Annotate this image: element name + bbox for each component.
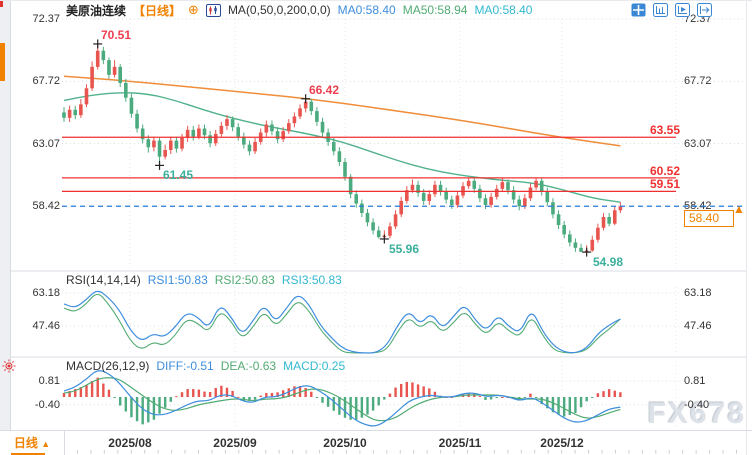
diff-value: DIFF:-0.51 bbox=[156, 359, 214, 373]
y-axis-label: 67.72 bbox=[32, 75, 60, 87]
macd-axis-label: 0.81 bbox=[684, 375, 706, 387]
swing-low-label: 61.45 bbox=[163, 168, 194, 182]
popout-icon[interactable] bbox=[697, 3, 712, 17]
level-label: 63.55 bbox=[649, 123, 680, 137]
level-label: 60.52 bbox=[649, 164, 680, 178]
rsi-axis-label: 47.46 bbox=[684, 320, 712, 332]
rsi3-value: RSI3:50.83 bbox=[281, 273, 342, 287]
target-settings-icon[interactable] bbox=[2, 359, 16, 378]
macd-title: MACD(26,12,9) bbox=[66, 359, 150, 373]
add-indicator-icon[interactable]: ⊕ bbox=[188, 2, 199, 17]
chevron-up-icon: ▲ bbox=[41, 439, 51, 449]
red-top-mark bbox=[0, 1, 3, 7]
scroll-thumb[interactable] bbox=[0, 43, 5, 81]
macd-value: MACD:0.25 bbox=[283, 359, 346, 373]
chart-toolbar bbox=[631, 3, 712, 17]
rsi-title: RSI(14,14,14) bbox=[66, 273, 141, 287]
trend-marker-icon[interactable] bbox=[675, 3, 690, 17]
date-label: 2025/09 bbox=[213, 436, 257, 450]
date-label: 2025/12 bbox=[540, 436, 584, 450]
tab-daily-kline[interactable]: 日线 ▲ bbox=[0, 431, 65, 455]
fx678-watermark: FX678 bbox=[647, 397, 746, 430]
kline-style-icon[interactable] bbox=[205, 3, 221, 17]
swing-high-label: 66.42 bbox=[309, 83, 340, 97]
level-label: 59.51 bbox=[649, 177, 680, 191]
macd-axis-label: 0.81 bbox=[38, 375, 60, 387]
rsi-axis-label: 47.46 bbox=[32, 320, 60, 332]
rsi-axis-label: 63.18 bbox=[684, 287, 712, 299]
indicator-window-icon[interactable] bbox=[653, 3, 668, 17]
rsi2-value: RSI2:50.83 bbox=[214, 273, 275, 287]
macd-axis-label: -0.40 bbox=[34, 399, 60, 411]
y-axis-label: 63.07 bbox=[32, 138, 60, 150]
macd-header: MACD(26,12,9) DIFF:-0.51 DEA:-0.63 MACD:… bbox=[66, 358, 345, 374]
period-tag[interactable]: 【日线】 bbox=[133, 3, 182, 18]
tab-label: 日线 bbox=[13, 436, 38, 450]
right-border bbox=[746, 1, 747, 455]
y-axis-label: 63.07 bbox=[684, 138, 712, 150]
symbol-title: 美原油连续 bbox=[66, 3, 127, 18]
left-scroll-strip bbox=[0, 1, 11, 455]
y-axis-label: 67.72 bbox=[684, 75, 712, 87]
rsi1-value: RSI1:50.83 bbox=[147, 273, 208, 287]
macd-axis-label: -0.40 bbox=[684, 399, 710, 411]
date-label: 2025/11 bbox=[438, 436, 482, 450]
swing-low-label: 54.98 bbox=[593, 255, 624, 269]
crosshair-pan-icon[interactable] bbox=[631, 3, 646, 17]
y-axis-label: 58.42 bbox=[32, 200, 60, 212]
ma-settings-label: MA(0,50,0,200,0,0) bbox=[227, 3, 331, 17]
ma50-value: MA50:58.94 bbox=[402, 3, 468, 17]
swing-high-label: 70.51 bbox=[101, 28, 132, 42]
rsi-header: RSI(14,14,14) RSI1:50.83 RSI2:50.83 RSI3… bbox=[66, 272, 342, 288]
dea-value: DEA:-0.63 bbox=[220, 359, 277, 373]
y-axis-label: 58.42 bbox=[684, 200, 712, 212]
tab-active-underline bbox=[11, 453, 45, 455]
date-label: 2025/08 bbox=[108, 436, 152, 450]
scroll-to-latest-arrow[interactable]: ▲ bbox=[733, 202, 745, 216]
last-price-tag: 58.40 bbox=[684, 210, 734, 227]
swing-low-label: 55.96 bbox=[389, 242, 420, 256]
time-axis-bar: 日线 ▲ 2025/08 2025/09 2025/10 2025/11 202… bbox=[0, 430, 752, 455]
y-axis-label: 72.37 bbox=[32, 13, 60, 25]
rsi-axis-label: 63.18 bbox=[32, 287, 60, 299]
date-label: 2025/10 bbox=[323, 436, 367, 450]
ma0-value: MA0:58.40 bbox=[337, 3, 396, 17]
main-header: 美原油连续 【日线】 ⊕ MA(0,50,0,200,0,0) MA0:58.4… bbox=[66, 2, 532, 18]
ma0b-value: MA0:58.40 bbox=[474, 3, 533, 17]
